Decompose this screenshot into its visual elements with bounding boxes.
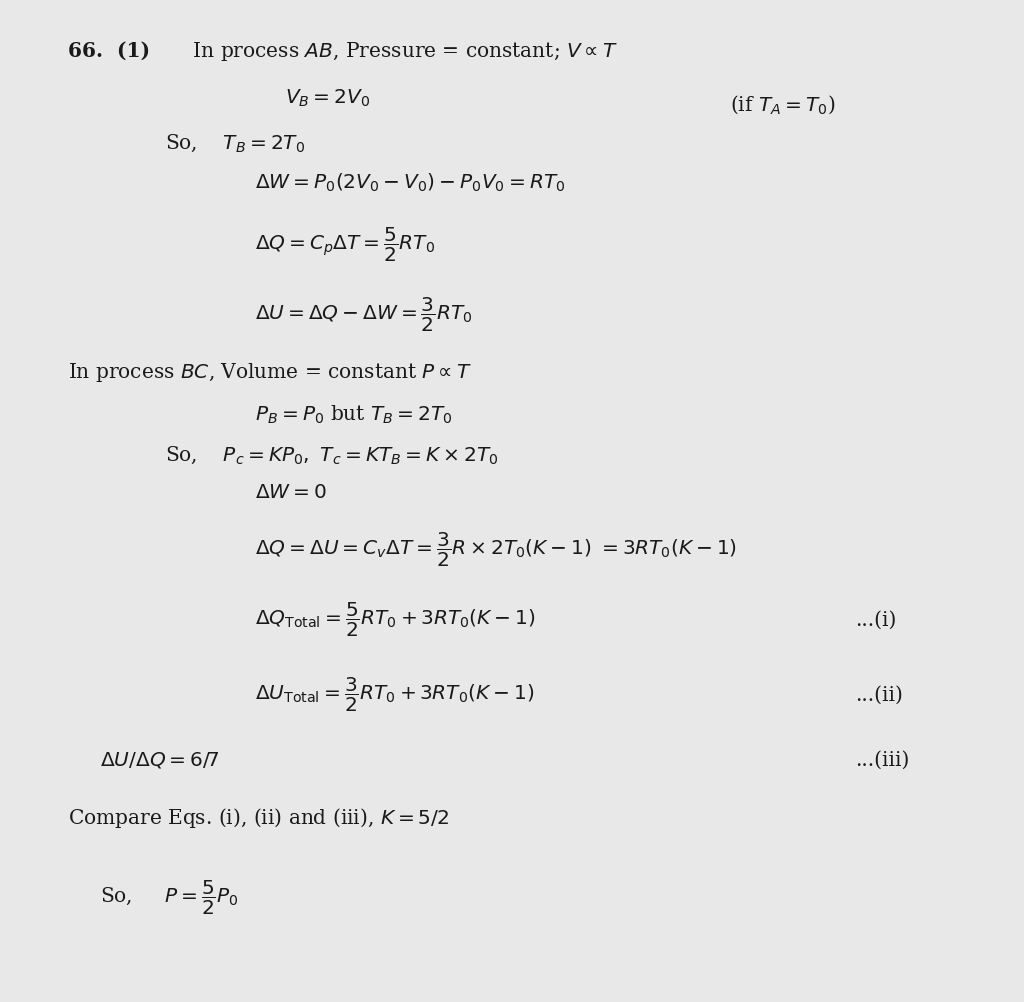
Text: $\Delta Q = \Delta U = C_{v}\Delta T = \dfrac{3}{2}R \times 2T_{0}(K-1)\ = 3RT_{: $\Delta Q = \Delta U = C_{v}\Delta T = \… <box>255 530 737 568</box>
Text: (if $T_{A} = T_{0}$): (if $T_{A} = T_{0}$) <box>730 93 836 116</box>
Text: $\Delta W = P_{0}(2V_{0} - V_{0}) - P_{0}V_{0} = RT_{0}$: $\Delta W = P_{0}(2V_{0} - V_{0}) - P_{0… <box>255 171 565 194</box>
Text: $\Delta U = \Delta Q - \Delta W = \dfrac{3}{2}RT_{0}$: $\Delta U = \Delta Q - \Delta W = \dfrac… <box>255 296 472 334</box>
Text: ...(i): ...(i) <box>855 610 896 629</box>
Text: $\Delta U/\Delta Q = 6/7$: $\Delta U/\Delta Q = 6/7$ <box>100 749 219 770</box>
Text: So,    $T_{B} = 2T_{0}$: So, $T_{B} = 2T_{0}$ <box>165 132 305 153</box>
Text: So,    $P_{c} = KP_{0},\ T_{c} = KT_{B} = K \times 2T_{0}$: So, $P_{c} = KP_{0},\ T_{c} = KT_{B} = K… <box>165 444 499 465</box>
Text: $\Delta W = 0$: $\Delta W = 0$ <box>255 483 327 502</box>
Text: ...(iii): ...(iii) <box>855 749 909 769</box>
Text: $P_{B} = P_{0}$ but $T_{B} = 2T_{0}$: $P_{B} = P_{0}$ but $T_{B} = 2T_{0}$ <box>255 404 453 426</box>
Text: Compare Eqs. (i), (ii) and (iii), $K = 5/2$: Compare Eqs. (i), (ii) and (iii), $K = 5… <box>68 806 450 830</box>
Text: 66.  (1): 66. (1) <box>68 41 150 61</box>
Text: ...(ii): ...(ii) <box>855 684 903 703</box>
Text: In process $BC$, Volume = constant $P \propto T$: In process $BC$, Volume = constant $P \p… <box>68 361 472 384</box>
Text: $V_{B} = 2V_{0}$: $V_{B} = 2V_{0}$ <box>285 87 371 108</box>
Text: $\Delta Q = C_{p}\Delta T = \dfrac{5}{2}RT_{0}$: $\Delta Q = C_{p}\Delta T = \dfrac{5}{2}… <box>255 225 435 264</box>
Text: So,     $P = \dfrac{5}{2}P_{0}$: So, $P = \dfrac{5}{2}P_{0}$ <box>100 878 239 916</box>
Text: $\Delta U_{\mathrm{Total}} = \dfrac{3}{2}RT_{0} + 3RT_{0}(K-1)$: $\Delta U_{\mathrm{Total}} = \dfrac{3}{2… <box>255 675 535 713</box>
Text: $\Delta Q_{\mathrm{Total}} = \dfrac{5}{2}RT_{0} + 3RT_{0}(K-1)$: $\Delta Q_{\mathrm{Total}} = \dfrac{5}{2… <box>255 600 536 638</box>
Text: In process $AB$, Pressure = constant; $V \propto T$: In process $AB$, Pressure = constant; $V… <box>180 39 617 62</box>
